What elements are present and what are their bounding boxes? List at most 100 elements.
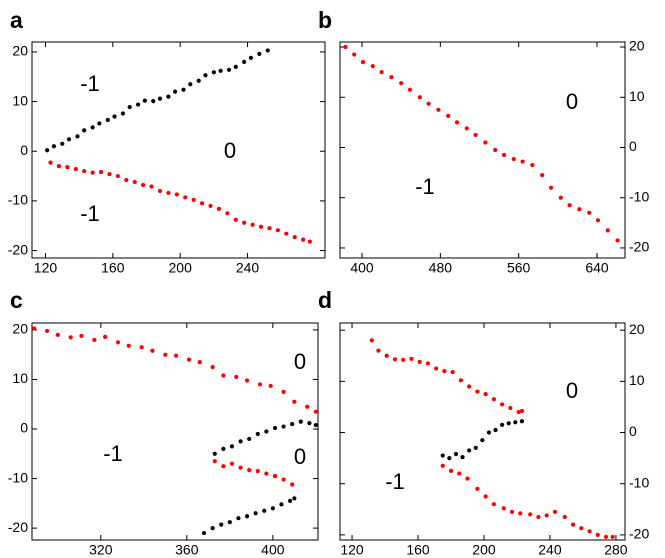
data-point (475, 486, 480, 491)
data-point (483, 140, 488, 145)
data-point (238, 465, 243, 470)
data-point (115, 340, 121, 345)
data-point (208, 203, 213, 208)
data-point (92, 337, 97, 342)
data-point (56, 164, 62, 169)
data-point (238, 439, 243, 444)
data-point (501, 152, 507, 158)
data-point (506, 421, 511, 426)
data-point (265, 48, 270, 53)
data-point (284, 231, 289, 236)
data-point (90, 125, 95, 130)
y-tick-label: 10 (629, 88, 645, 104)
data-point (257, 382, 263, 387)
data-point (464, 126, 469, 131)
data-point (453, 451, 459, 457)
x-tick-label: 480 (429, 260, 453, 276)
data-point (150, 348, 155, 353)
data-point (440, 463, 445, 468)
y-tick-label: 20 (629, 321, 645, 337)
data-point (65, 165, 70, 170)
data-point (212, 459, 217, 464)
data-point (615, 238, 620, 243)
data-point (201, 530, 207, 536)
data-point (292, 235, 297, 240)
x-tick-label: 240 (538, 542, 562, 558)
data-point (188, 82, 193, 87)
data-point (473, 445, 478, 450)
data-point (376, 348, 381, 353)
plot-frame (31, 322, 319, 541)
data-point (68, 335, 73, 340)
data-point (139, 345, 144, 350)
data-point (257, 51, 262, 57)
data-point (250, 222, 255, 227)
data-point (157, 96, 163, 101)
data-point (483, 494, 488, 499)
data-point (60, 141, 65, 146)
data-point (307, 420, 312, 426)
data-point (446, 113, 451, 118)
annotation: -1 (80, 71, 100, 96)
y-tick-label: 20 (12, 43, 28, 59)
data-point (281, 424, 286, 429)
data-point (270, 506, 275, 511)
data-point (181, 87, 186, 92)
data-point (124, 177, 129, 183)
panel-label: d (318, 287, 332, 313)
data-point (127, 104, 132, 110)
data-point (210, 364, 215, 370)
x-tick-label: 400 (261, 542, 285, 558)
data-point (577, 207, 582, 212)
data-point (112, 114, 117, 119)
data-point (242, 59, 247, 64)
x-tick-label: 160 (101, 260, 125, 276)
data-point (587, 210, 592, 215)
data-point (229, 444, 235, 449)
y-tick-label: -10 (629, 188, 649, 204)
data-point (409, 356, 414, 361)
data-point (552, 509, 558, 514)
x-tick-label: 160 (406, 542, 430, 558)
data-point (173, 353, 179, 358)
data-point (66, 137, 72, 142)
data-point (248, 55, 254, 60)
data-point (166, 94, 171, 99)
data-point (384, 353, 389, 358)
data-point (221, 446, 226, 451)
y-tick-label: 0 (629, 138, 637, 154)
y-tick-label: 10 (12, 92, 28, 108)
data-point (211, 70, 216, 75)
data-point (258, 224, 264, 229)
data-point (480, 438, 485, 443)
data-point (267, 226, 272, 231)
x-tick-label: 200 (169, 260, 193, 276)
data-point (313, 409, 318, 414)
data-point (605, 228, 610, 233)
data-point (513, 420, 518, 425)
y-tick-label: -20 (8, 519, 28, 535)
data-point (149, 184, 154, 189)
data-point (313, 422, 318, 428)
data-point (519, 408, 525, 414)
data-point (567, 203, 572, 208)
data-point (247, 436, 252, 442)
y-tick-label: 10 (629, 372, 645, 388)
panel-label: b (318, 7, 332, 33)
data-point (544, 513, 549, 518)
data-point (292, 399, 297, 404)
data-point (458, 378, 463, 383)
data-point (305, 404, 310, 409)
data-point (229, 461, 235, 466)
data-point (226, 67, 232, 72)
y-tick-label: 20 (629, 38, 645, 54)
data-point (212, 451, 217, 456)
annotation: 0 (294, 349, 306, 374)
data-point (447, 456, 452, 461)
data-point (392, 357, 398, 362)
data-point (540, 173, 545, 178)
data-point (75, 134, 80, 139)
data-point (166, 190, 171, 196)
y-tick-label: 0 (629, 423, 637, 439)
